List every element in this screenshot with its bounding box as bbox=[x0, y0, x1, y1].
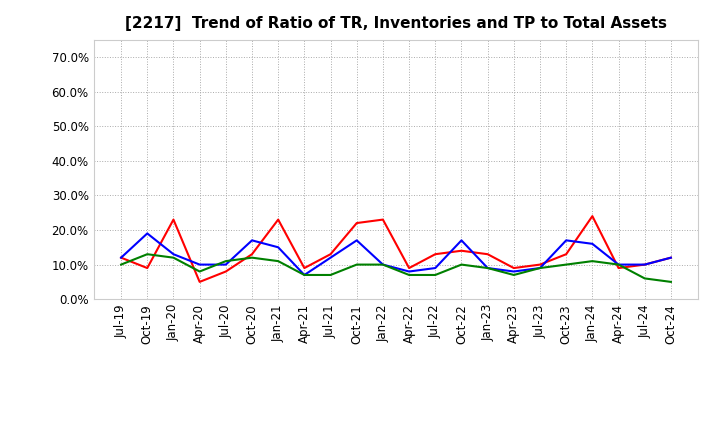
Inventories bbox=[640, 262, 649, 267]
Trade Receivables bbox=[169, 217, 178, 222]
Trade Receivables bbox=[483, 252, 492, 257]
Trade Payables bbox=[405, 272, 413, 278]
Trade Receivables bbox=[640, 262, 649, 267]
Inventories bbox=[457, 238, 466, 243]
Trade Payables bbox=[640, 276, 649, 281]
Trade Receivables bbox=[222, 269, 230, 274]
Inventories bbox=[352, 238, 361, 243]
Trade Payables bbox=[300, 272, 309, 278]
Inventories bbox=[222, 262, 230, 267]
Trade Payables bbox=[352, 262, 361, 267]
Inventories bbox=[248, 238, 256, 243]
Trade Receivables bbox=[117, 255, 125, 260]
Inventories bbox=[667, 255, 675, 260]
Inventories bbox=[483, 265, 492, 271]
Inventories bbox=[143, 231, 152, 236]
Trade Receivables bbox=[300, 265, 309, 271]
Trade Payables bbox=[326, 272, 335, 278]
Trade Payables bbox=[248, 255, 256, 260]
Trade Payables bbox=[143, 252, 152, 257]
Trade Receivables bbox=[248, 252, 256, 257]
Inventories bbox=[379, 262, 387, 267]
Trade Payables bbox=[431, 272, 440, 278]
Trade Receivables bbox=[405, 265, 413, 271]
Trade Payables bbox=[274, 258, 282, 264]
Inventories bbox=[431, 265, 440, 271]
Trade Payables bbox=[562, 262, 570, 267]
Trade Payables bbox=[195, 269, 204, 274]
Inventories bbox=[588, 241, 597, 246]
Inventories bbox=[562, 238, 570, 243]
Trade Receivables bbox=[274, 217, 282, 222]
Trade Payables bbox=[379, 262, 387, 267]
Inventories bbox=[326, 255, 335, 260]
Trade Payables bbox=[457, 262, 466, 267]
Trade Receivables bbox=[667, 255, 675, 260]
Inventories bbox=[195, 262, 204, 267]
Inventories bbox=[510, 269, 518, 274]
Title: [2217]  Trend of Ratio of TR, Inventories and TP to Total Assets: [2217] Trend of Ratio of TR, Inventories… bbox=[125, 16, 667, 32]
Trade Receivables bbox=[562, 252, 570, 257]
Inventories bbox=[117, 255, 125, 260]
Inventories bbox=[169, 252, 178, 257]
Line: Trade Payables: Trade Payables bbox=[121, 254, 671, 282]
Trade Receivables bbox=[457, 248, 466, 253]
Trade Payables bbox=[483, 265, 492, 271]
Trade Receivables bbox=[614, 265, 623, 271]
Trade Receivables bbox=[195, 279, 204, 285]
Trade Receivables bbox=[588, 213, 597, 219]
Trade Receivables bbox=[536, 262, 544, 267]
Trade Payables bbox=[117, 262, 125, 267]
Trade Payables bbox=[510, 272, 518, 278]
Trade Payables bbox=[222, 258, 230, 264]
Inventories bbox=[614, 262, 623, 267]
Inventories bbox=[405, 269, 413, 274]
Trade Receivables bbox=[352, 220, 361, 226]
Trade Receivables bbox=[431, 252, 440, 257]
Trade Payables bbox=[667, 279, 675, 285]
Trade Payables bbox=[536, 265, 544, 271]
Inventories bbox=[300, 272, 309, 278]
Inventories bbox=[274, 245, 282, 250]
Trade Receivables bbox=[510, 265, 518, 271]
Trade Payables bbox=[588, 258, 597, 264]
Trade Receivables bbox=[326, 252, 335, 257]
Trade Payables bbox=[614, 262, 623, 267]
Inventories bbox=[536, 265, 544, 271]
Line: Inventories: Inventories bbox=[121, 234, 671, 275]
Trade Receivables bbox=[143, 265, 152, 271]
Trade Payables bbox=[169, 255, 178, 260]
Line: Trade Receivables: Trade Receivables bbox=[121, 216, 671, 282]
Trade Receivables bbox=[379, 217, 387, 222]
